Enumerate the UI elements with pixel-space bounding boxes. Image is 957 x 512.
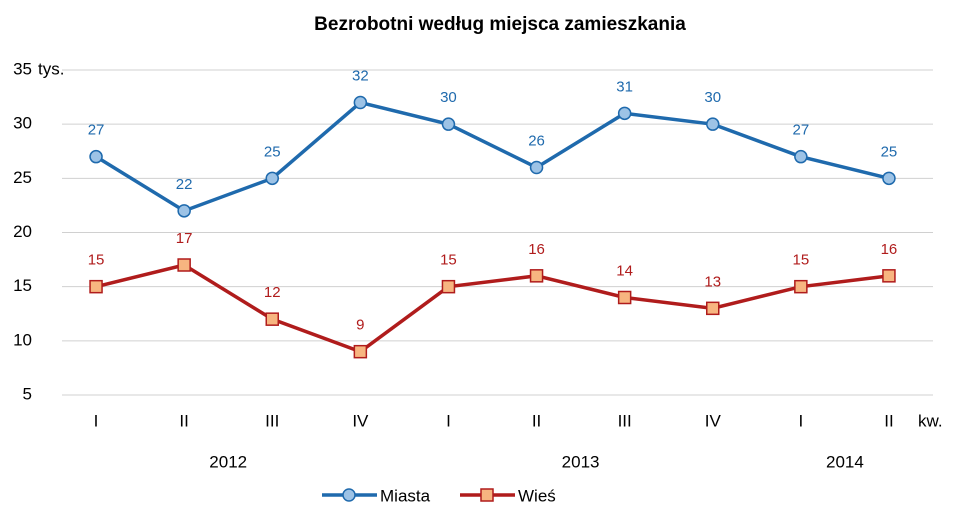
- value-label: 17: [176, 230, 193, 247]
- point: [89, 279, 103, 294]
- y-tick-label: 20: [13, 222, 32, 241]
- y-tick-label: 5: [23, 384, 32, 403]
- x-unit: kw.: [918, 411, 943, 430]
- x-tick-label: III: [265, 411, 279, 430]
- x-tick-label: III: [618, 411, 632, 430]
- series-line: [95, 263, 890, 354]
- x-group-label: 2014: [826, 452, 864, 471]
- value-label: 15: [88, 252, 105, 269]
- value-label: 30: [440, 89, 457, 106]
- point: [265, 312, 279, 326]
- point: [529, 269, 544, 283]
- y-tick-label: 10: [13, 330, 32, 349]
- x-tick-label: II: [532, 411, 541, 430]
- point: [265, 171, 279, 186]
- point: [617, 106, 632, 121]
- chart-title: Bezrobotni według miejsca zamieszkania: [314, 14, 686, 35]
- point: [441, 117, 456, 131]
- value-label: 27: [88, 122, 105, 139]
- value-label: 26: [528, 132, 545, 149]
- point: [882, 269, 896, 283]
- legend-label: Miasta: [380, 486, 431, 505]
- y-tick-label: 25: [13, 168, 32, 187]
- value-label: 13: [704, 273, 721, 290]
- legend-label: Wieś: [518, 486, 556, 505]
- point: [706, 301, 720, 316]
- value-label: 27: [793, 122, 810, 139]
- point: [441, 279, 456, 294]
- x-tick-label: II: [884, 411, 893, 430]
- y-tick-label: 35: [13, 59, 32, 78]
- point: [353, 95, 368, 110]
- legend-marker: [480, 488, 494, 502]
- value-label: 12: [264, 284, 281, 301]
- legend-marker: [342, 488, 356, 502]
- point: [794, 149, 808, 164]
- x-tick-label: I: [94, 411, 99, 430]
- x-group-label: 2012: [209, 452, 247, 471]
- value-label: 30: [704, 89, 721, 106]
- y-tick-label: 30: [13, 114, 32, 133]
- x-group-label: 2013: [562, 452, 600, 471]
- x-tick-label: IV: [705, 411, 722, 430]
- point: [617, 290, 632, 305]
- point: [706, 117, 720, 131]
- x-tick-label: I: [446, 411, 451, 430]
- value-label: 31: [616, 78, 633, 95]
- value-label: 15: [440, 252, 457, 269]
- y-unit: tys.: [38, 59, 64, 78]
- point: [794, 279, 808, 294]
- value-label: 32: [352, 67, 369, 84]
- value-label: 25: [881, 143, 898, 160]
- value-label: 14: [616, 262, 633, 279]
- value-label: 16: [881, 241, 898, 258]
- x-tick-label: I: [798, 411, 803, 430]
- point: [529, 160, 544, 175]
- point: [177, 258, 191, 272]
- x-tick-label: IV: [352, 411, 369, 430]
- value-label: 22: [176, 176, 193, 193]
- value-label: 16: [528, 241, 545, 258]
- point: [882, 171, 896, 186]
- x-tick-label: II: [179, 411, 188, 430]
- point: [177, 204, 191, 218]
- series-line: [95, 100, 890, 213]
- value-label: 15: [793, 252, 810, 269]
- value-label: 9: [356, 317, 364, 334]
- value-label: 25: [264, 143, 281, 160]
- y-tick-label: 15: [13, 276, 32, 295]
- point: [89, 149, 103, 164]
- point: [353, 344, 368, 359]
